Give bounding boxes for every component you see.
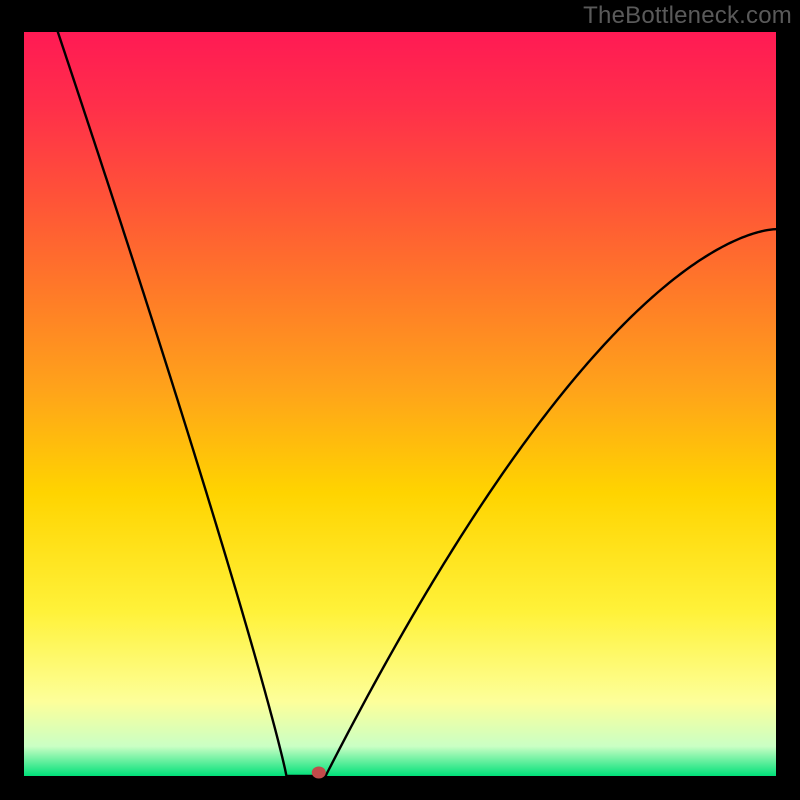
plot-area [24, 32, 776, 776]
optimal-point-marker [312, 767, 326, 779]
watermark-text: TheBottleneck.com [583, 2, 792, 30]
bottleneck-chart [0, 0, 800, 800]
